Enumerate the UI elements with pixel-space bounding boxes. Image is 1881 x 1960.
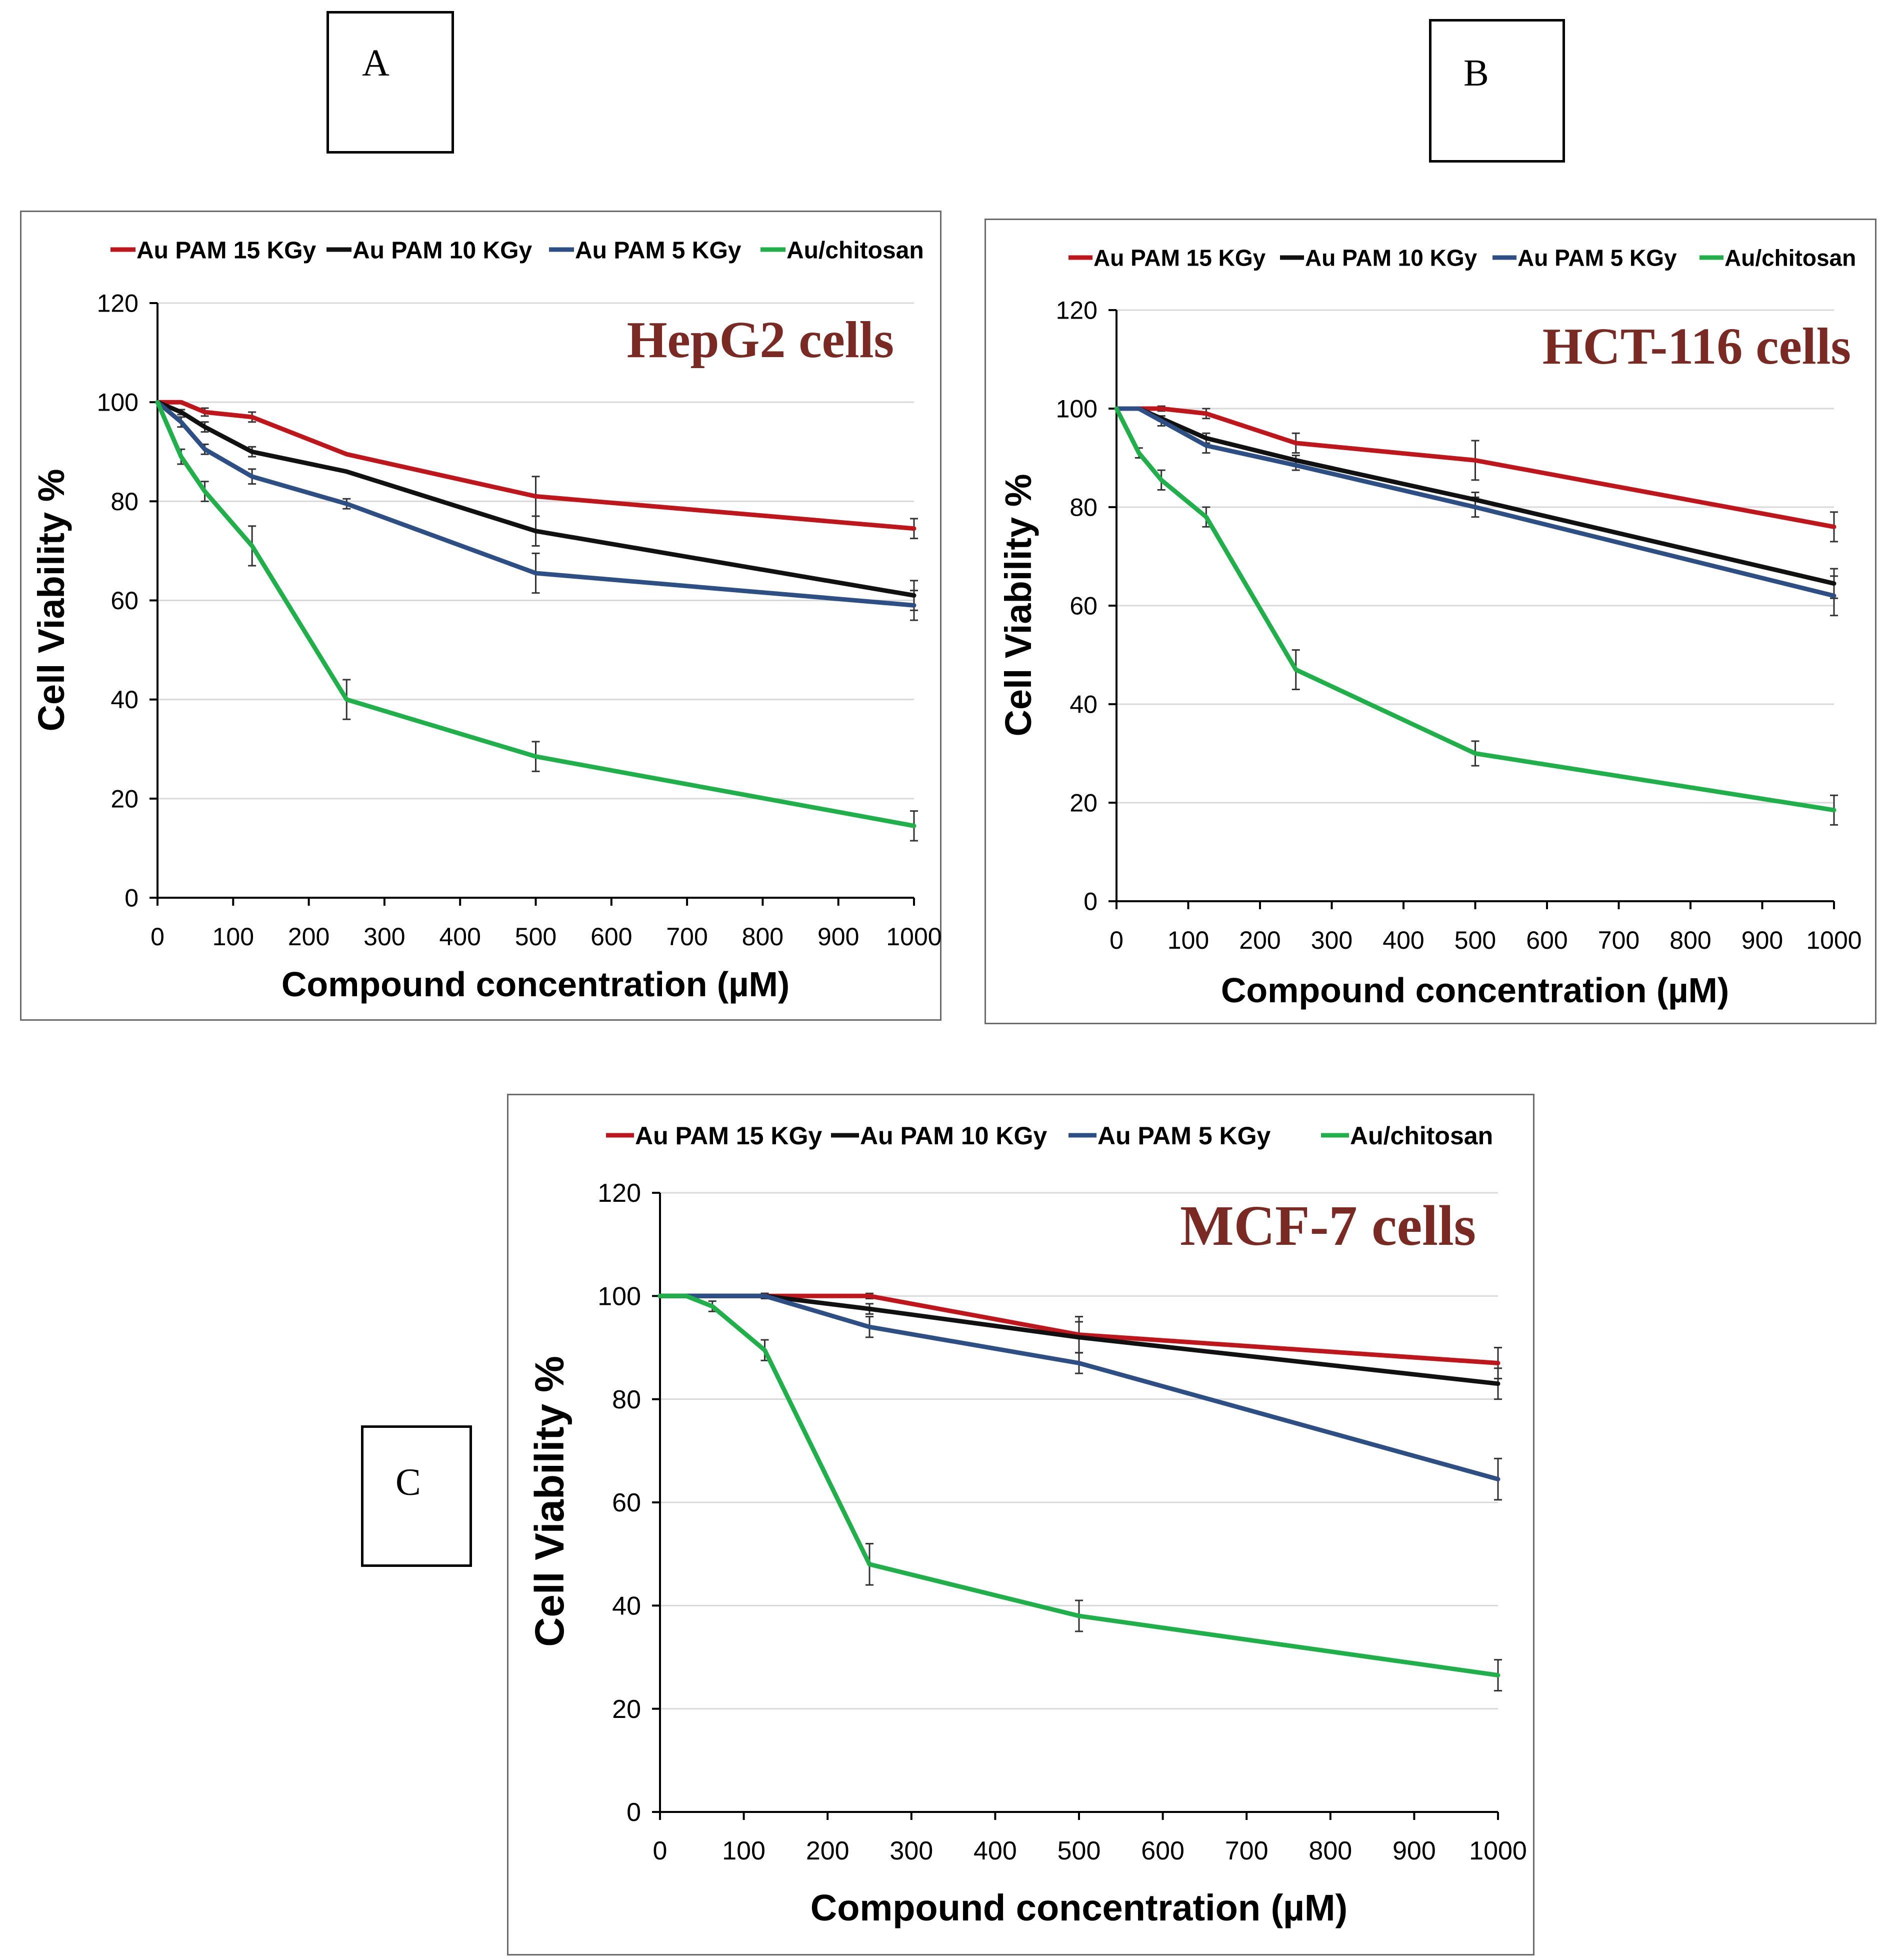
y-axis-title: Cell Viability % xyxy=(527,1356,572,1647)
panel-label-c-box: C xyxy=(361,1425,472,1567)
x-axis-title: Compound concentration (µM) xyxy=(1221,971,1729,1010)
y-tick-label: 100 xyxy=(1056,395,1098,423)
series-line-au-pam-15-kgy xyxy=(155,400,916,531)
x-tick-label: 800 xyxy=(1670,926,1711,954)
x-tick-label: 1000 xyxy=(886,923,942,951)
panel-label-b: B xyxy=(1464,52,1489,94)
x-tick-label: 300 xyxy=(890,1836,933,1865)
x-tick-label: 500 xyxy=(1058,1836,1101,1865)
y-tick-label: 120 xyxy=(598,1179,641,1208)
panel-label-b-box: B xyxy=(1429,19,1565,163)
x-tick-label: 400 xyxy=(1382,926,1424,954)
legend-label: Au PAM 5 KGy xyxy=(575,237,742,264)
y-tick-label: 80 xyxy=(110,488,138,516)
chart-svg-b: 0 20 40 60 80 100 120 0 100 200 300 400 500 600 700 800… xyxy=(998,245,1862,1010)
series-line-au-chitosan xyxy=(155,400,916,828)
y-tick-label: 0 xyxy=(626,1798,641,1827)
chart-svg-c: 0 20 40 60 80 100 120 0 100 200 300 400 500 600 700 800… xyxy=(527,1122,1527,1928)
y-tick-label: 40 xyxy=(110,686,138,714)
series-line-au-chitosan xyxy=(1114,406,1836,813)
y-tick-label: 40 xyxy=(1070,691,1098,719)
y-tick-label: 20 xyxy=(110,785,138,813)
x-tick-label: 700 xyxy=(1225,1836,1268,1865)
x-tick-label: 1000 xyxy=(1806,926,1862,954)
series-line-au-pam-5-kgy xyxy=(1114,406,1836,598)
chart-title: HCT-116 cells xyxy=(1542,318,1851,375)
chart-panel-a: 0 20 40 60 80 100 120 0 100 200 300 400 500 600 700 800… xyxy=(20,211,942,1021)
x-tick-label: 100 xyxy=(722,1836,766,1865)
x-tick-label: 900 xyxy=(1392,1836,1436,1865)
x-tick-label: 500 xyxy=(1454,926,1496,954)
legend-label: Au/chitosan xyxy=(1350,1122,1493,1150)
x-tick-label: 400 xyxy=(974,1836,1017,1865)
legend-label: Au PAM 5 KGy xyxy=(1098,1122,1271,1150)
y-tick-label: 60 xyxy=(612,1488,641,1517)
legend-label: Au PAM 15 KGy xyxy=(136,237,316,264)
x-tick-label: 100 xyxy=(212,923,254,951)
x-tick-label: 900 xyxy=(818,923,859,951)
legend-label: Au PAM 15 KGy xyxy=(1094,245,1266,271)
x-tick-label: 400 xyxy=(439,923,480,951)
legend-label: Au PAM 10 KGy xyxy=(860,1122,1047,1150)
x-tick-label: 0 xyxy=(653,1836,668,1865)
series-line-au-pam-5-kgy xyxy=(155,400,916,608)
x-tick-label: 600 xyxy=(1526,926,1568,954)
x-tick-label: 700 xyxy=(1598,926,1640,954)
x-tick-label: 300 xyxy=(1311,926,1352,954)
chart-svg-a: 0 20 40 60 80 100 120 0 100 200 300 400 500 600 700 800… xyxy=(30,237,942,1004)
panel-label-a-box: A xyxy=(326,11,454,154)
x-axis-title: Compound concentration (µM) xyxy=(810,1887,1348,1928)
x-tick-label: 1000 xyxy=(1469,1836,1527,1865)
chart-panel-b: 0 20 40 60 80 100 120 0 100 200 300 400 500 600 700 800… xyxy=(984,219,1876,1024)
x-tick-label: 800 xyxy=(1308,1836,1352,1865)
series-line-au-chitosan xyxy=(658,1293,1500,1678)
y-tick-label: 60 xyxy=(1070,592,1098,620)
chart-title: HepG2 cells xyxy=(627,311,894,369)
panel-label-a: A xyxy=(362,42,390,84)
legend-label: Au PAM 15 KGy xyxy=(635,1122,822,1150)
x-axis-title: Compound concentration (µM) xyxy=(282,965,790,1004)
y-tick-label: 120 xyxy=(97,290,138,318)
x-tick-label: 0 xyxy=(1110,926,1124,954)
y-tick-label: 120 xyxy=(1056,297,1098,325)
y-tick-label: 60 xyxy=(110,587,138,615)
y-tick-label: 0 xyxy=(124,884,138,912)
chart-panel-c: 0 20 40 60 80 100 120 0 100 200 300 400 500 600 700 800… xyxy=(507,1094,1534,1955)
y-tick-label: 80 xyxy=(1070,494,1098,522)
x-tick-label: 500 xyxy=(515,923,556,951)
y-axis-title: Cell Viability % xyxy=(30,469,72,731)
legend-label: Au PAM 10 KGy xyxy=(352,237,532,264)
x-tick-label: 900 xyxy=(1742,926,1783,954)
y-tick-label: 0 xyxy=(1084,888,1098,916)
y-tick-label: 20 xyxy=(1070,789,1098,817)
x-tick-label: 200 xyxy=(288,923,330,951)
x-tick-label: 200 xyxy=(1239,926,1280,954)
series-line-au-pam-10-kgy xyxy=(155,400,916,598)
legend-label: Au/chitosan xyxy=(1724,245,1856,271)
x-tick-label: 100 xyxy=(1168,926,1209,954)
y-tick-label: 100 xyxy=(97,389,138,417)
y-tick-label: 80 xyxy=(612,1385,641,1414)
y-tick-label: 20 xyxy=(612,1695,641,1724)
legend-label: Au PAM 10 KGy xyxy=(1305,245,1478,271)
x-tick-label: 300 xyxy=(364,923,405,951)
legend-label: Au/chitosan xyxy=(786,237,924,264)
x-tick-label: 700 xyxy=(666,923,708,951)
chart-title: MCF-7 cells xyxy=(1180,1194,1476,1257)
panel-label-c: C xyxy=(396,1461,421,1503)
x-tick-label: 200 xyxy=(806,1836,850,1865)
y-tick-label: 100 xyxy=(598,1282,641,1311)
x-tick-label: 800 xyxy=(742,923,784,951)
x-tick-label: 600 xyxy=(590,923,632,951)
x-tick-label: 600 xyxy=(1141,1836,1184,1865)
legend-label: Au PAM 5 KGy xyxy=(1518,245,1677,271)
y-tick-label: 40 xyxy=(612,1592,641,1621)
x-tick-label: 0 xyxy=(150,923,164,951)
y-axis-title: Cell Viability % xyxy=(998,474,1039,736)
